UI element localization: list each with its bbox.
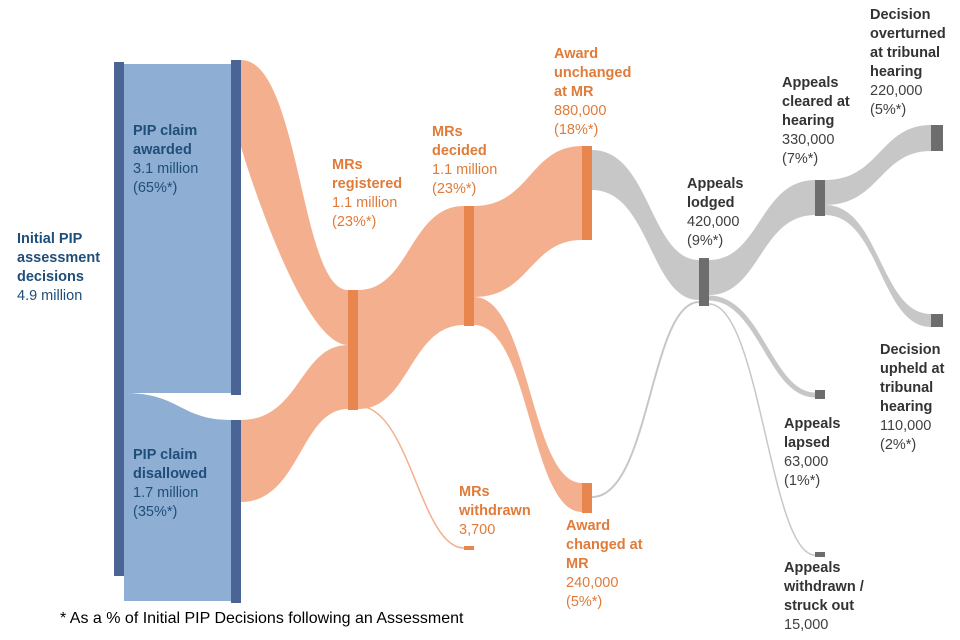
label-appeals-lapsed-value: 63,000 — [784, 454, 829, 470]
flow-initial-to-awarded — [124, 64, 231, 393]
node-upheld — [931, 314, 943, 327]
label-mrs-withdrawn-value: 3,700 — [459, 522, 496, 538]
label-appeals-lapsed: Appeals lapsed 63,000 (1%*) — [784, 415, 840, 491]
label-appeals-withdrawn-value: 15,000 — [784, 617, 829, 633]
label-mrs-registered-title: MRs registered — [332, 157, 403, 192]
flow-cleared-to-upheld — [825, 205, 931, 327]
flow-lodged-to-lapsed — [708, 295, 816, 398]
label-appeals-cleared-value: 330,000 — [782, 132, 835, 148]
label-mrs-decided-value: 1.1 million — [432, 162, 498, 178]
label-awarded: PIP claim awarded 3.1 million (65%*) — [133, 122, 198, 198]
label-mrs-withdrawn: MRs withdrawn 3,700 — [459, 483, 531, 540]
label-initial: Initial PIP assessment decisions 4.9 mil… — [17, 230, 100, 306]
label-award-unchanged-title: Award unchanged at MR — [554, 46, 632, 100]
label-mrs-registered-value: 1.1 million — [332, 195, 398, 211]
label-mrs-decided-title: MRs decided — [432, 124, 487, 159]
label-awarded-pct: (65%*) — [133, 180, 178, 196]
label-disallowed-value: 1.7 million — [133, 485, 199, 501]
node-overturned — [931, 125, 943, 151]
label-award-changed: Award changed at MR 240,000 (5%*) — [566, 517, 643, 612]
flow-initial-to-disallowed — [124, 393, 231, 601]
label-awarded-value: 3.1 million — [133, 161, 199, 177]
node-award-changed — [582, 483, 592, 513]
label-award-unchanged: Award unchanged at MR 880,000 (18%*) — [554, 45, 631, 140]
label-award-changed-title: Award changed at MR — [566, 518, 643, 572]
label-upheld: Decision upheld at tribunal hearing 110,… — [880, 341, 944, 455]
label-initial-value: 4.9 million — [17, 288, 83, 304]
flow-unchanged-to-lodged — [592, 150, 699, 300]
footnote: * As a % of Initial PIP Decisions follow… — [60, 610, 464, 627]
label-appeals-withdrawn-title: Appeals withdrawn / struck out — [784, 560, 864, 614]
node-mrs-withdrawn — [464, 546, 474, 550]
label-disallowed-title: PIP claim disallowed — [133, 447, 208, 482]
label-appeals-lodged-pct: (9%*) — [687, 233, 724, 249]
label-appeals-cleared: Appeals cleared at hearing 330,000 (7%*) — [782, 74, 850, 169]
node-mrs-decided — [464, 206, 474, 326]
label-disallowed: PIP claim disallowed 1.7 million (35%*) — [133, 446, 207, 522]
label-upheld-value: 110,000 — [880, 418, 932, 434]
flow-awarded-to-mrs-registered — [241, 60, 348, 345]
label-appeals-lodged: Appeals lodged 420,000 (9%*) — [687, 175, 743, 251]
label-mrs-withdrawn-title: MRs withdrawn — [459, 484, 531, 519]
node-appeals-lodged — [699, 258, 709, 306]
flow-disallowed-to-mrs-registered — [241, 345, 348, 502]
label-mrs-registered-pct: (23%*) — [332, 214, 377, 230]
label-appeals-lodged-value: 420,000 — [687, 214, 740, 230]
label-overturned-title: Decision overturned at tribunal hearing — [870, 7, 946, 80]
label-overturned: Decision overturned at tribunal hearing … — [870, 6, 946, 120]
label-mrs-registered: MRs registered 1.1 million (23%*) — [332, 156, 402, 232]
label-appeals-cleared-title: Appeals cleared at hearing — [782, 75, 850, 129]
label-award-unchanged-value: 880,000 — [554, 103, 607, 119]
label-disallowed-pct: (35%*) — [133, 504, 178, 520]
flow-changed-to-lodged — [591, 301, 700, 498]
flow-registered-to-decided — [358, 206, 464, 409]
label-upheld-title: Decision upheld at tribunal hearing — [880, 342, 945, 415]
label-upheld-pct: (2%*) — [880, 437, 917, 453]
node-appeals-withdrawn — [815, 552, 825, 557]
node-awarded — [231, 60, 241, 395]
label-mrs-decided: MRs decided 1.1 million (23%*) — [432, 123, 497, 199]
node-appeals-cleared — [815, 180, 825, 216]
flow-decided-to-unchanged — [474, 146, 582, 297]
label-overturned-pct: (5%*) — [870, 102, 907, 118]
label-award-changed-pct: (5%*) — [566, 594, 603, 610]
node-mrs-registered — [348, 290, 358, 410]
label-mrs-decided-pct: (23%*) — [432, 181, 477, 197]
flow-cleared-to-overturned — [825, 125, 931, 205]
label-award-unchanged-pct: (18%*) — [554, 122, 599, 138]
label-appeals-lapsed-pct: (1%*) — [784, 473, 821, 489]
node-disallowed — [231, 420, 241, 603]
label-appeals-withdrawn: Appeals withdrawn / struck out 15,000 — [784, 559, 864, 635]
label-award-changed-value: 240,000 — [566, 575, 619, 591]
flow-registered-to-withdrawn — [357, 405, 465, 549]
node-initial — [114, 62, 124, 576]
label-overturned-value: 220,000 — [870, 83, 923, 99]
node-award-unchanged — [582, 146, 592, 240]
node-appeals-lapsed — [815, 390, 825, 399]
flow-decided-to-changed — [474, 297, 582, 512]
flow-lodged-to-withdrawn — [708, 303, 816, 556]
label-appeals-cleared-pct: (7%*) — [782, 151, 819, 167]
label-initial-title: Initial PIP assessment decisions — [17, 231, 101, 285]
flow-lodged-to-cleared — [709, 180, 815, 295]
label-appeals-lapsed-title: Appeals lapsed — [784, 416, 841, 451]
label-awarded-title: PIP claim awarded — [133, 123, 198, 158]
label-appeals-lodged-title: Appeals lodged — [687, 176, 744, 211]
